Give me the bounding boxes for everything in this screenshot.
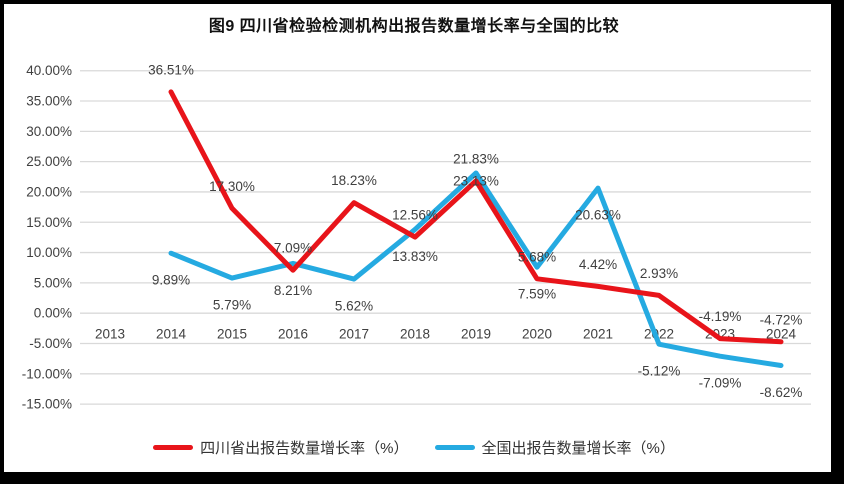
legend: 四川省出报告数量增长率（%） 全国出报告数量增长率（%） (0, 437, 828, 458)
data-label-sichuan: 17.30% (209, 179, 255, 194)
legend-item-sichuan: 四川省出报告数量增长率（%） (153, 437, 409, 458)
data-label-sichuan: 4.42% (579, 257, 617, 272)
data-label-sichuan: 21.83% (453, 151, 499, 166)
data-label-national: 13.83% (392, 249, 438, 264)
legend-swatch-national-line (434, 445, 475, 450)
x-axis-label: 2017 (339, 327, 369, 342)
legend-swatch-sichuan-line (153, 445, 194, 450)
x-axis-label: 2020 (522, 327, 552, 342)
y-axis-tick-label: -10.00% (22, 366, 72, 381)
x-axis-label: 2015 (217, 327, 247, 342)
data-label-national: 5.62% (335, 299, 373, 314)
x-axis-label: 2024 (766, 327, 797, 342)
data-label-sichuan: 36.51% (148, 62, 194, 77)
x-axis-label: 2014 (156, 327, 187, 342)
x-axis-label: 2019 (461, 327, 491, 342)
data-label-sichuan: -4.19% (699, 309, 742, 324)
data-label-sichuan: 18.23% (331, 173, 377, 188)
frame-border-top (0, 0, 844, 4)
y-axis-tick-label: 10.00% (26, 245, 72, 260)
y-axis-tick-label: 20.00% (26, 184, 72, 199)
data-label-sichuan: 12.56% (392, 208, 438, 223)
legend-label-national: 全国出报告数量增长率（%） (481, 440, 675, 457)
y-axis-tick-label: 5.00% (34, 275, 72, 290)
series-line-national (168, 170, 784, 368)
y-axis-tick-label: 15.00% (26, 215, 72, 230)
data-label-national: 23.13% (453, 173, 499, 188)
y-axis-tick-label: -5.00% (29, 336, 72, 351)
x-axis-label: 2018 (400, 327, 430, 342)
data-label-sichuan: 2.93% (640, 266, 678, 281)
data-label-national: -7.09% (699, 376, 742, 391)
data-label-national: 20.63% (575, 208, 621, 223)
frame-border-left (0, 0, 4, 484)
x-axis-label: 2021 (583, 327, 613, 342)
data-label-sichuan: -4.72% (760, 312, 803, 327)
data-label-national: 5.79% (213, 298, 251, 313)
x-axis-label: 2016 (278, 327, 308, 342)
data-label-sichuan: 7.09% (274, 241, 312, 256)
x-axis-label: 2013 (95, 327, 125, 342)
legend-item-national: 全国出报告数量增长率（%） (434, 437, 675, 458)
data-label-national: 9.89% (152, 273, 190, 288)
legend-label-sichuan: 四川省出报告数量增长率（%） (200, 440, 409, 457)
y-axis-tick-label: 0.00% (34, 306, 72, 321)
data-label-national: 8.21% (274, 283, 312, 298)
y-axis-tick-label: -15.00% (22, 397, 72, 412)
frame-border-right (831, 0, 844, 484)
chart-title: 图9 四川省检验检测机构出报告数量增长率与全国的比较 (208, 18, 620, 35)
y-axis-tick-label: 40.00% (26, 63, 72, 78)
y-axis-tick-label: 30.00% (26, 124, 72, 139)
y-axis-tick-label: 25.00% (26, 154, 72, 169)
data-label-sichuan: 5.68% (518, 249, 556, 264)
data-label-national: 7.59% (518, 287, 556, 302)
data-label-national: -8.62% (760, 385, 803, 400)
series-line-sichuan (168, 89, 784, 345)
data-label-national: -5.12% (638, 364, 681, 379)
y-axis-tick-label: 35.00% (26, 94, 72, 109)
frame-border-bottom (0, 472, 844, 484)
